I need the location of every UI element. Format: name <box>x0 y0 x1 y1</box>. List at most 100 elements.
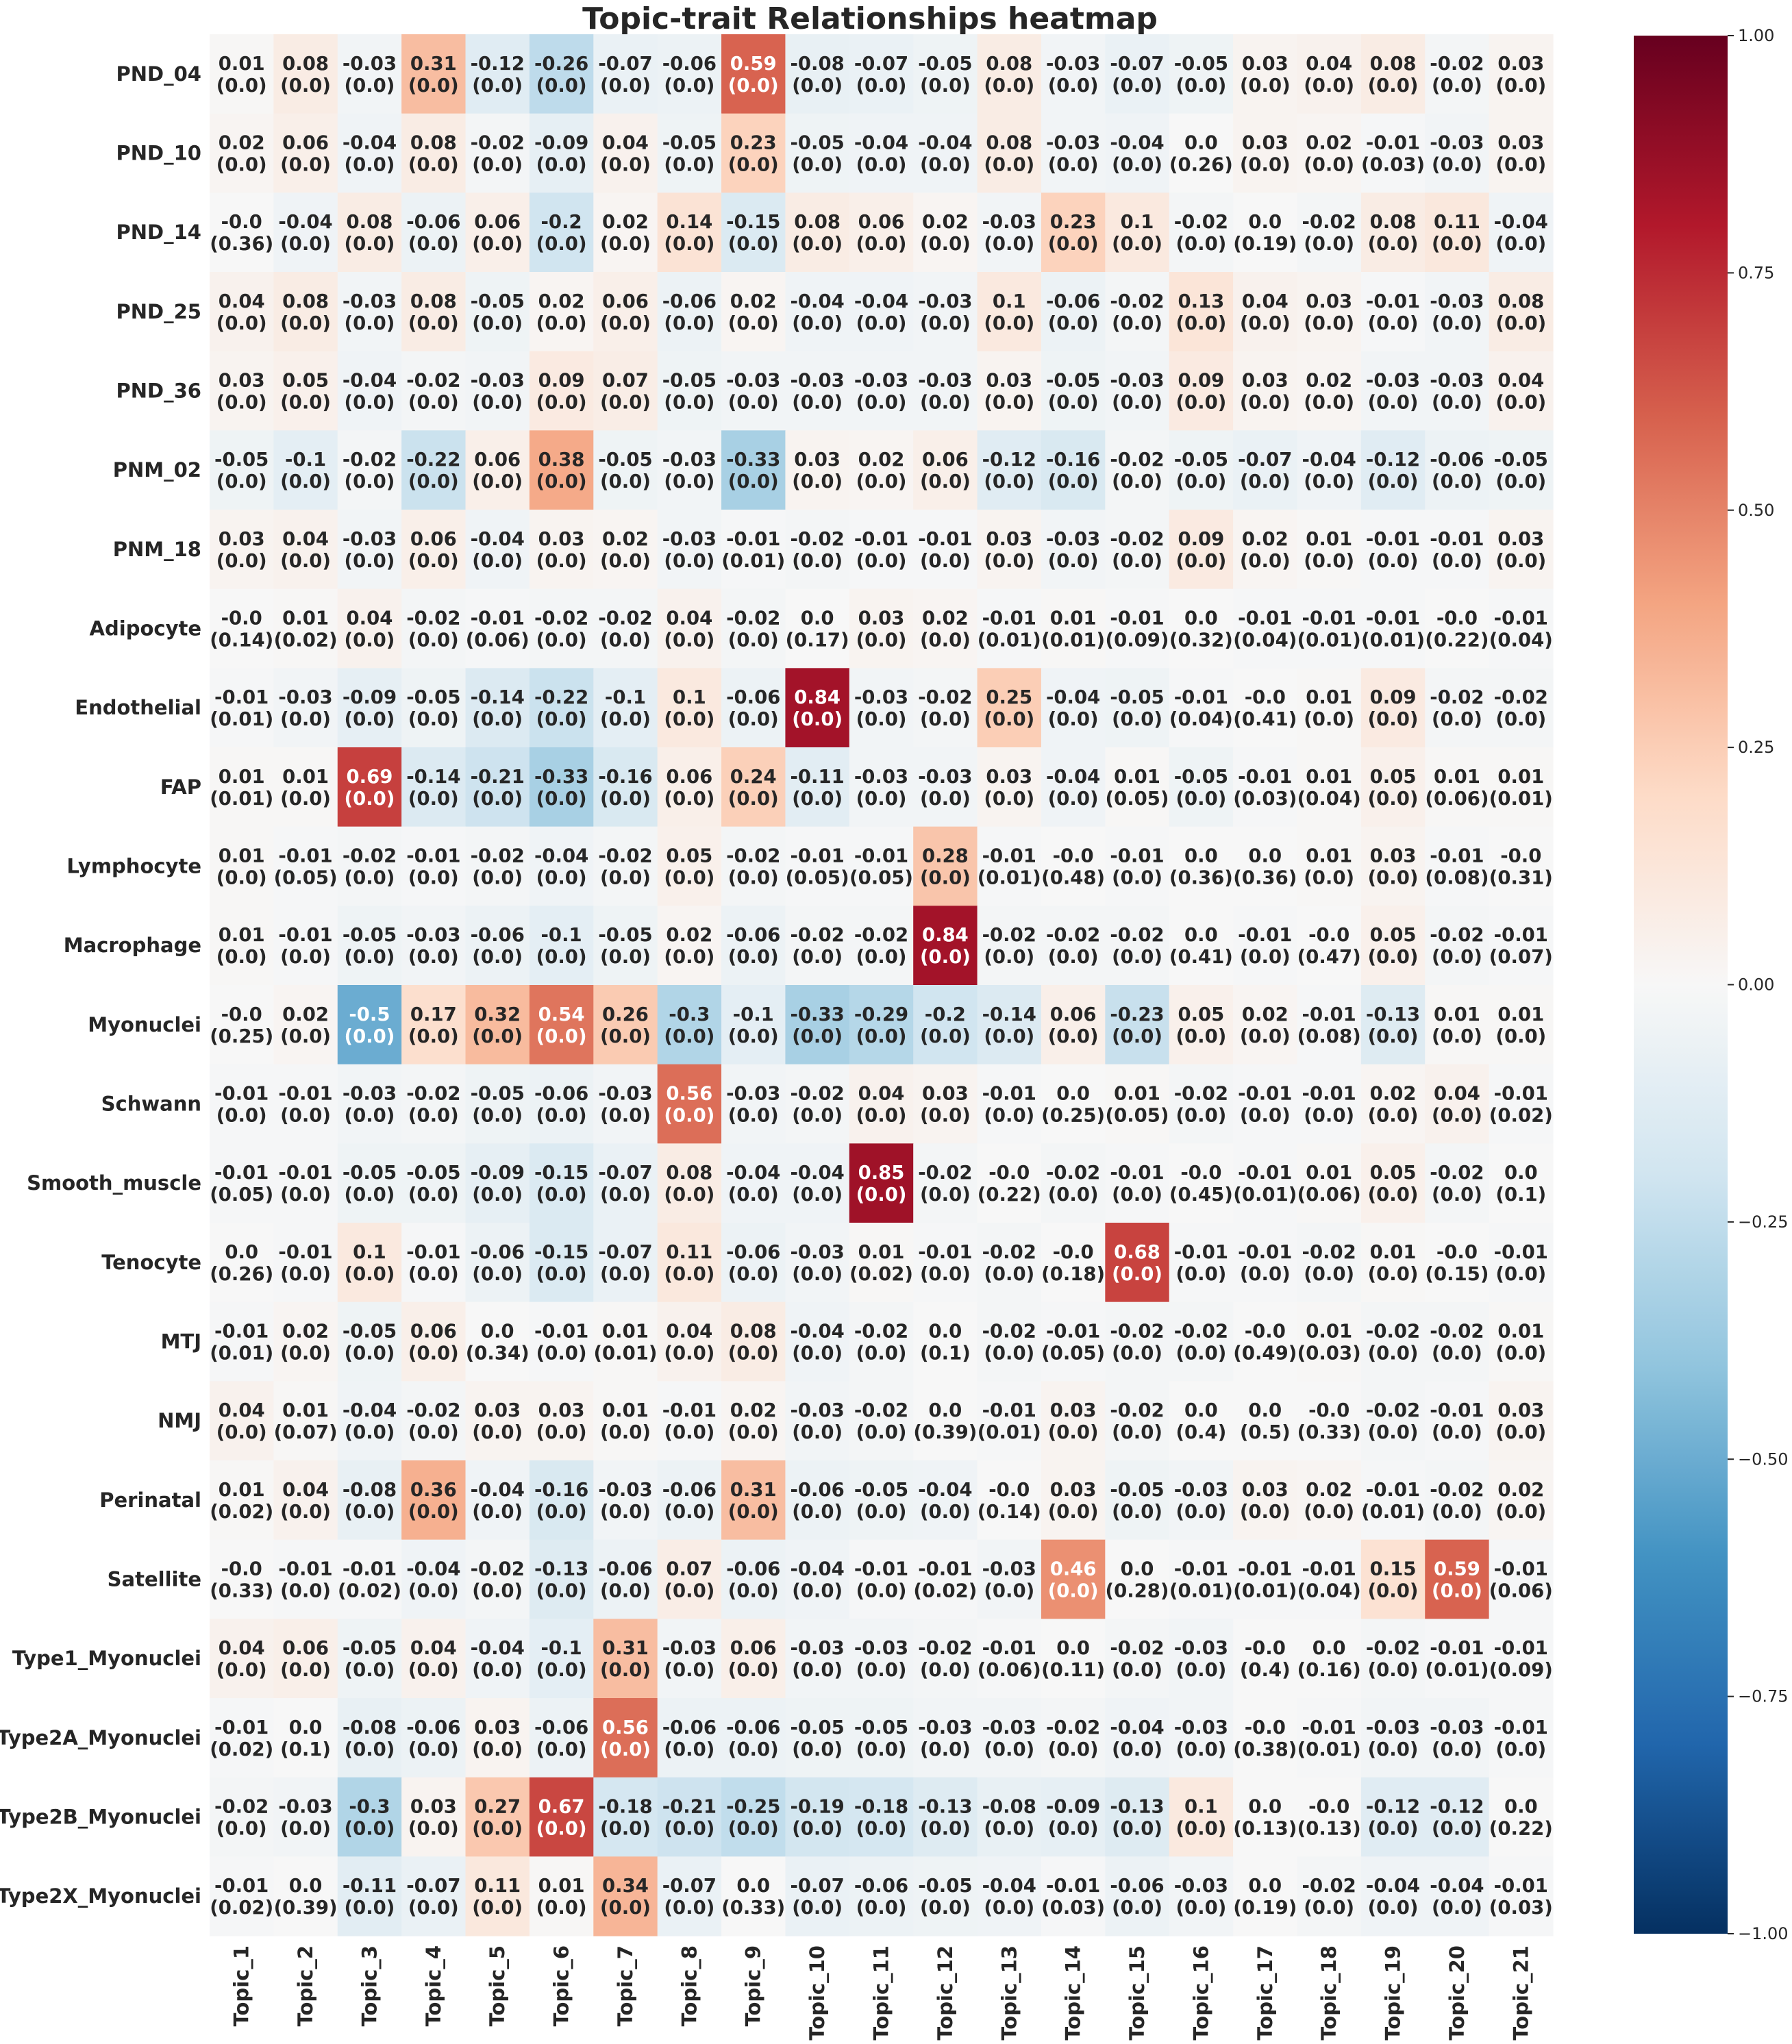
heatmap-cell <box>210 1856 274 1936</box>
cell-pvalue-label: (0.0) <box>345 1025 395 1047</box>
cell-value-label: 0.09 <box>1178 528 1224 550</box>
heatmap-cell <box>1105 34 1170 114</box>
cell-pvalue-label: (0.0) <box>216 154 267 176</box>
cell-pvalue-label: (0.0) <box>984 75 1034 97</box>
cell-pvalue-label: (0.0) <box>1112 946 1162 968</box>
cell-value-label: -0.02 <box>1174 1083 1228 1105</box>
heatmap-cell <box>1169 1698 1234 1778</box>
cell-pvalue-label: (0.1) <box>1495 1184 1546 1206</box>
cell-pvalue-label: (0.1) <box>280 1738 331 1760</box>
cell-pvalue-label: (0.0) <box>856 1184 907 1206</box>
cell-pvalue-label: (0.0) <box>216 312 267 334</box>
heatmap-cell <box>1105 826 1170 906</box>
heatmap-cell <box>1297 1301 1362 1382</box>
heatmap-cell <box>1169 192 1234 273</box>
cell-pvalue-label: (0.0) <box>1432 1580 1482 1602</box>
heatmap-cell <box>657 430 722 510</box>
cell-pvalue-label: (0.0) <box>984 788 1034 810</box>
cell-pvalue-label: (0.0) <box>856 75 907 97</box>
cell-pvalue-label: (0.0) <box>792 1659 843 1681</box>
heatmap-cell <box>1233 1381 1298 1461</box>
cell-pvalue-label: (0.02) <box>210 1897 273 1919</box>
heatmap-cell <box>401 34 466 114</box>
heatmap-cell <box>273 1777 338 1857</box>
heatmap-cell <box>593 1698 658 1778</box>
colorbar-tick-label: 0.75 <box>1738 263 1774 282</box>
cell-pvalue-label: (0.0) <box>536 471 587 493</box>
heatmap-cell <box>401 985 466 1065</box>
heatmap-cell <box>401 1301 466 1382</box>
heatmap-cell <box>1105 1777 1170 1857</box>
heatmap-cell <box>593 1460 658 1541</box>
heatmap-cell <box>977 34 1042 114</box>
cell-pvalue-label: (0.0) <box>792 1580 843 1602</box>
cell-value-label: 0.15 <box>1370 1558 1417 1580</box>
heatmap-cell <box>593 510 658 590</box>
cell-value-label: -0.01 <box>1174 686 1228 708</box>
heatmap-cell <box>721 1223 786 1303</box>
cell-value-label: -0.03 <box>854 1637 908 1659</box>
cell-pvalue-label: (0.41) <box>1233 708 1297 730</box>
cell-pvalue-label: (0.0) <box>792 1343 843 1364</box>
heatmap-cell <box>1041 1619 1106 1699</box>
cell-value-label: -0.01 <box>1366 290 1420 312</box>
cell-value-label: -0.06 <box>534 1717 588 1738</box>
cell-value-label: 0.04 <box>347 608 393 630</box>
heatmap-cell <box>977 1301 1042 1382</box>
cell-value-label: 0.01 <box>1306 528 1352 550</box>
heatmap-cell <box>1360 1301 1426 1382</box>
heatmap-cell <box>849 1460 914 1541</box>
cell-pvalue-label: (0.0) <box>728 1580 779 1602</box>
cell-pvalue-label: (0.0) <box>728 1184 779 1206</box>
cell-pvalue-label: (0.0) <box>984 1105 1034 1127</box>
cell-pvalue-label: (0.0) <box>1048 1580 1099 1602</box>
heatmap-cell <box>337 1698 402 1778</box>
heatmap-cell <box>657 588 722 669</box>
cell-pvalue-label: (0.06) <box>1297 1184 1361 1206</box>
colorbar-tick-label: −1.00 <box>1738 1924 1789 1943</box>
cell-value-label: -0.13 <box>1366 1004 1420 1025</box>
column-labels: Topic_1 Topic_2 Topic_3 Topic_4 Topic_5 Topic… <box>230 1945 1533 2041</box>
cell-pvalue-label: (0.0) <box>536 1818 587 1840</box>
heatmap-cell <box>1169 351 1234 431</box>
cell-pvalue-label: (0.0) <box>408 708 459 730</box>
heatmap-cell <box>913 430 978 510</box>
cell-pvalue-label: (0.0) <box>1304 312 1354 334</box>
cell-value-label: -0.05 <box>1174 53 1228 75</box>
cell-value-label: -0.04 <box>726 1162 780 1184</box>
cell-pvalue-label: (0.0) <box>1112 1738 1162 1760</box>
heatmap-cell <box>657 1619 722 1699</box>
cell-value-label: 0.02 <box>666 924 712 946</box>
cell-value-label: -0.04 <box>854 132 908 154</box>
cell-pvalue-label: (0.0) <box>408 312 459 334</box>
cell-pvalue-label: (0.0) <box>664 1025 714 1047</box>
cell-pvalue-label: (0.0) <box>856 392 907 414</box>
cell-pvalue-label: (0.0) <box>856 550 907 572</box>
cell-pvalue-label: (0.0) <box>472 233 523 255</box>
column-label: Topic_12 <box>934 1945 957 2041</box>
heatmap-cell <box>465 1619 530 1699</box>
heatmap-cell <box>337 113 402 193</box>
cell-value-label: -0.03 <box>918 1717 972 1738</box>
cell-value-label: 0.1 <box>1121 211 1154 233</box>
cell-value-label: -0.2 <box>541 211 582 233</box>
heatmap-cell <box>1233 1223 1298 1303</box>
cell-pvalue-label: (0.0) <box>472 867 523 889</box>
cell-pvalue-label: (0.01) <box>1297 1738 1361 1760</box>
cell-value-label: -0.02 <box>982 1321 1036 1343</box>
cell-value-label: -0.02 <box>982 1241 1036 1263</box>
cell-pvalue-label: (0.0) <box>280 708 331 730</box>
heatmap-cell <box>1425 747 1490 827</box>
cell-pvalue-label: (0.0) <box>345 708 395 730</box>
cell-value-label: -0.07 <box>1110 53 1164 75</box>
cell-value-label: -0.1 <box>285 449 326 471</box>
cell-pvalue-label: (0.36) <box>1169 867 1233 889</box>
cell-pvalue-label: (0.0) <box>920 708 971 730</box>
heatmap-cell <box>1105 113 1170 193</box>
heatmap-cell <box>273 351 338 431</box>
heatmap-cell <box>1105 272 1170 352</box>
heatmap-cell <box>210 192 274 273</box>
cell-pvalue-label: (0.01) <box>593 1343 657 1364</box>
heatmap-cell <box>1105 1064 1170 1144</box>
heatmap-cell <box>657 510 722 590</box>
